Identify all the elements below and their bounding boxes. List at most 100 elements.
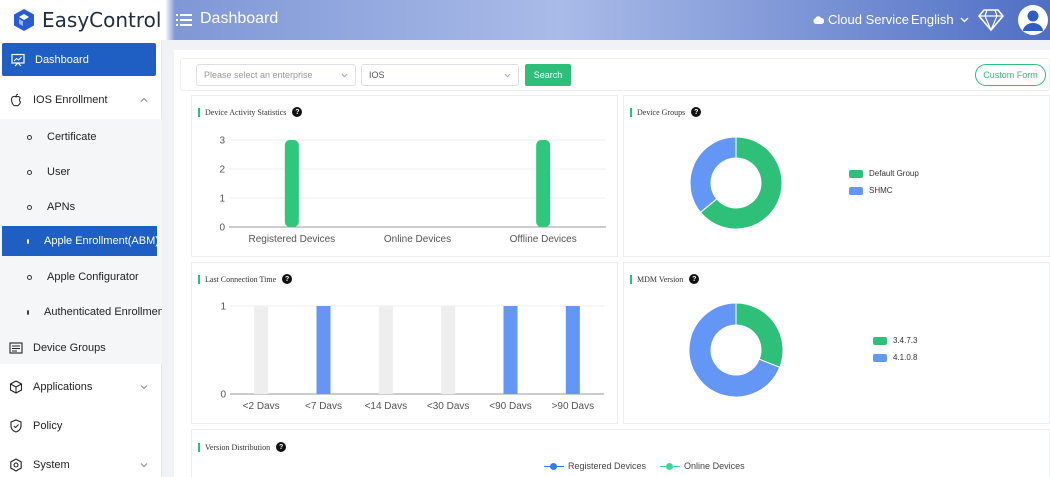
submenu-item-label: User: [47, 166, 71, 178]
chevron-down-icon: [140, 385, 148, 390]
ios-enrollment-submenu: Certificate User APNs Apple Enrollment(A…: [0, 119, 162, 364]
bar: [316, 306, 331, 394]
y-tick-label: 2: [219, 165, 225, 176]
platform-select[interactable]: IOS: [361, 64, 519, 86]
submenu-item-authenticated-enrollment[interactable]: Authenticated Enrollment: [0, 297, 162, 327]
sidebar-item-ios-enrollment[interactable]: IOS Enrollment: [0, 82, 162, 118]
sidebar-item-device-groups[interactable]: Device Groups: [0, 330, 162, 366]
sidebar-item-system[interactable]: System: [0, 447, 162, 477]
submenu-item-apple-configurator[interactable]: Apple Configurator: [0, 262, 162, 292]
help-icon[interactable]: ?: [276, 442, 287, 452]
chevron-down-icon: [504, 73, 511, 78]
legend-line-marker: [660, 462, 681, 471]
title-accent: [198, 107, 200, 117]
card-title-text: Last Connection Time: [205, 274, 277, 284]
bullet-icon: [27, 204, 32, 210]
legend-line-marker: [544, 462, 564, 471]
x-tick-label: <30 Davs: [427, 401, 470, 412]
cloud-service-link[interactable]: Cloud Service: [813, 12, 909, 27]
sidebar-item-applications[interactable]: Applications: [0, 369, 162, 405]
pie-slice: [689, 136, 737, 214]
card-title: Device Activity Statistics ?: [198, 107, 303, 117]
bullet-icon: [27, 238, 29, 244]
language-label: English: [911, 12, 954, 27]
device-groups-card: Device Groups ? Default Group SHMC: [623, 95, 1050, 257]
chevron-down-icon: [960, 17, 969, 22]
logo-icon: [14, 9, 34, 31]
x-tick-label: <2 Davs: [243, 401, 280, 412]
dashboard-icon: [11, 53, 25, 66]
card-title-text: MDM Version: [637, 274, 684, 284]
title-accent: [198, 442, 200, 452]
sidebar-item-label: Applications: [33, 381, 93, 393]
bar-background: [441, 306, 456, 394]
cloud-service-label: Cloud Service: [828, 12, 909, 27]
apple-icon: [10, 93, 22, 107]
submenu-item-label: Certificate: [47, 131, 97, 143]
bullet-icon: [27, 309, 29, 315]
bar-background: [254, 306, 269, 394]
title-accent: [198, 274, 200, 284]
app-name: EasyControl: [42, 8, 162, 32]
user-avatar[interactable]: [1018, 5, 1048, 35]
diamond-icon[interactable]: [978, 8, 1004, 32]
submenu-item-apple-enrollment[interactable]: Apple Enrollment(ABM): [2, 226, 157, 256]
legend-label: Registered Devices: [568, 461, 647, 471]
card-title-text: Device Activity Statistics: [205, 107, 287, 117]
sidebar-item-policy[interactable]: Policy: [0, 408, 162, 444]
legend-swatch: [849, 169, 863, 178]
legend-item[interactable]: Online Devices: [660, 461, 745, 471]
y-tick-label: 0: [220, 390, 226, 401]
menu-toggle-icon[interactable]: [176, 12, 192, 28]
card-title: Device Groups ?: [630, 107, 702, 117]
sidebar: Dashboard IOS Enrollment Certificate Use…: [0, 40, 162, 477]
legend-item[interactable]: 4.1.0.8: [873, 353, 917, 362]
x-tick-label: Offline Devices: [510, 234, 577, 245]
enterprise-select-placeholder: Please select an enterprise: [204, 70, 313, 80]
card-title: Last Connection Time ?: [198, 274, 293, 284]
version-distribution-card: Version Distribution ?: [191, 429, 1050, 477]
language-selector[interactable]: English: [911, 12, 969, 27]
app-logo[interactable]: EasyControl: [12, 6, 161, 34]
sidebar-item-dashboard[interactable]: Dashboard: [2, 43, 156, 76]
x-tick-label: <14 Davs: [365, 401, 408, 412]
sidebar-item-label: IOS Enrollment: [33, 94, 108, 106]
bar: [536, 140, 551, 227]
help-icon[interactable]: ?: [691, 107, 702, 117]
submenu-item-apns[interactable]: APNs: [0, 192, 162, 222]
legend-item[interactable]: SHMC: [849, 186, 893, 195]
policy-icon: [10, 419, 22, 433]
pie-slice: [688, 302, 781, 398]
card-title-text: Version Distribution: [205, 442, 271, 452]
sidebar-item-label: Policy: [33, 420, 63, 432]
platform-select-value: IOS: [369, 70, 385, 80]
bar: [284, 140, 299, 227]
user-icon: [1023, 10, 1043, 31]
enterprise-select[interactable]: Please select an enterprise: [196, 64, 356, 86]
x-tick-label: Registered Devices: [248, 234, 335, 245]
legend-label: SHMC: [869, 186, 893, 195]
y-tick-label: 1: [220, 302, 226, 313]
device-groups-icon: [9, 342, 23, 354]
legend-item[interactable]: 3.4.7.3: [873, 336, 917, 345]
submenu-item-label: Apple Configurator: [47, 271, 139, 283]
chevron-down-icon: [341, 73, 348, 78]
submenu-item-user[interactable]: User: [0, 157, 162, 187]
bar-background: [378, 306, 393, 394]
search-button[interactable]: Search: [525, 64, 571, 86]
help-icon[interactable]: ?: [689, 274, 700, 284]
custom-form-button[interactable]: Custom Form: [975, 64, 1046, 86]
last-connection-chart: 0 1 <2 Davs <7 Davs <14 Davs <30 Davs <90 Davs…: [220, 302, 604, 412]
legend-item[interactable]: Default Group: [849, 169, 919, 178]
title-accent: [630, 107, 632, 117]
help-icon[interactable]: ?: [292, 107, 303, 117]
device-activity-card: Device Activity Statistics ? 0 1 2 3 Registe…: [191, 95, 618, 257]
legend-item[interactable]: Registered Devices: [544, 461, 646, 471]
last-connection-card: Last Connection Time ? 0 1 <2 Davs <7 Davs <…: [191, 262, 618, 424]
help-icon[interactable]: ?: [282, 274, 293, 284]
legend-label: Online Devices: [684, 461, 745, 471]
x-tick-label: <90 Davs: [489, 401, 532, 412]
top-header: EasyControl Dashboard Cloud Service Engl…: [0, 0, 1050, 40]
x-tick-label: >90 Davs: [552, 401, 595, 412]
submenu-item-certificate[interactable]: Certificate: [0, 122, 162, 152]
